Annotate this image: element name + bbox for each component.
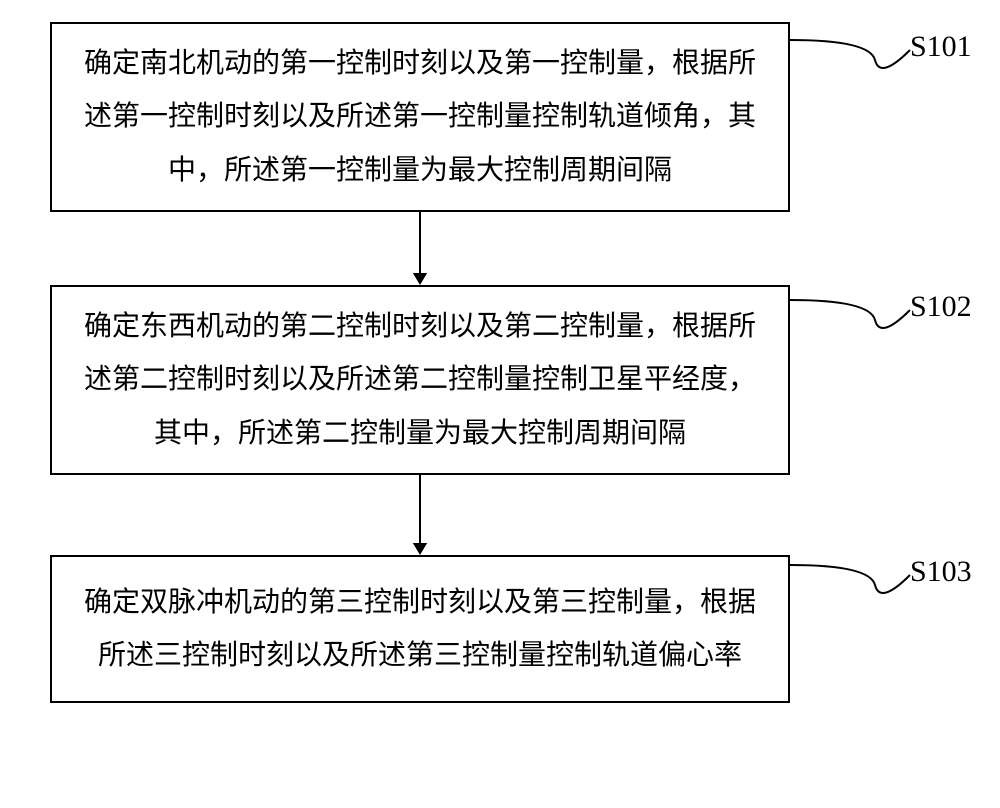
step-text-s103: 确定双脉冲机动的第三控制时刻以及第三控制量，根据所述三控制时刻以及所述第三控制量… (72, 576, 768, 682)
step-label-s102: S102 (910, 290, 972, 324)
step-label-text-s103: S103 (910, 555, 972, 588)
step-box-s101: 确定南北机动的第一控制时刻以及第一控制量，根据所述第一控制时刻以及所述第一控制量… (50, 22, 790, 212)
step-box-s102: 确定东西机动的第二控制时刻以及第二控制量，根据所述第二控制时刻以及所述第二控制量… (50, 285, 790, 475)
step-box-s103: 确定双脉冲机动的第三控制时刻以及第三控制量，根据所述三控制时刻以及所述第三控制量… (50, 555, 790, 703)
step-label-s101: S101 (910, 30, 972, 64)
step-label-s103: S103 (910, 555, 972, 589)
step-text-s102: 确定东西机动的第二控制时刻以及第二控制量，根据所述第二控制时刻以及所述第二控制量… (72, 300, 768, 460)
step-label-text-s101: S101 (910, 30, 972, 63)
flowchart-canvas: 确定南北机动的第一控制时刻以及第一控制量，根据所述第一控制时刻以及所述第一控制量… (0, 0, 1000, 808)
step-label-text-s102: S102 (910, 290, 972, 323)
step-text-s101: 确定南北机动的第一控制时刻以及第一控制量，根据所述第一控制时刻以及所述第一控制量… (72, 37, 768, 197)
